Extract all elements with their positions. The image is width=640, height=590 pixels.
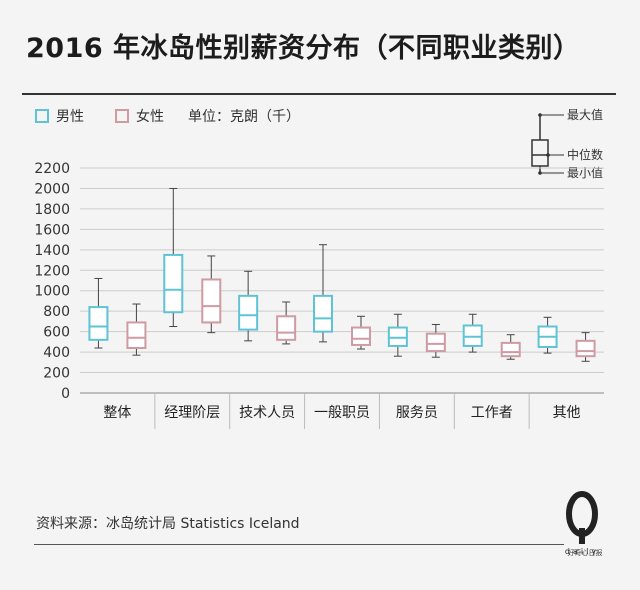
legend-swatch-male (35, 109, 49, 123)
legend-swatch-female (115, 109, 129, 123)
grid-layer (80, 167, 604, 394)
box-iqr (387, 326, 408, 347)
box-plot-item (351, 315, 371, 350)
x-category-label: 整体 (103, 405, 131, 421)
y-tick-label: 400 (43, 345, 70, 361)
box-plot-item (500, 334, 521, 360)
x-category-label: 工作者 (471, 405, 513, 421)
box-layer (88, 187, 596, 362)
x-category-label: 一般职员 (314, 405, 370, 421)
box-plot-item (201, 255, 222, 334)
y-tick-label: 1000 (34, 284, 70, 300)
footer-divider (34, 544, 564, 545)
y-tick-label: 1200 (34, 263, 70, 279)
key-box (531, 139, 549, 167)
x-category-label: 服务员 (396, 405, 438, 421)
key-median-label: 中位数 (567, 147, 603, 162)
key-max-label: 最大值 (567, 107, 603, 122)
box-plot-item (537, 316, 558, 354)
qdaily-logo: daily (565, 491, 599, 556)
y-tick-label: 1600 (34, 222, 70, 238)
y-tick-label: 800 (43, 304, 70, 320)
box-iqr (88, 306, 109, 341)
box-iqr (201, 278, 222, 324)
box-iqr (238, 294, 259, 331)
y-tick-label: 600 (43, 325, 70, 341)
box-iqr (425, 332, 446, 353)
y-tick-label: 2200 (34, 161, 70, 177)
box-iqr (276, 315, 297, 341)
x-category-label: 其他 (553, 405, 581, 421)
box-iqr (163, 253, 184, 314)
box-plot-item (276, 301, 297, 345)
x-category-label: 经理阶层 (164, 405, 220, 421)
y-axis-ticks: 0 200 400 600 800 1000 1200 1400 1600 1800 2000 220… (34, 161, 70, 402)
legend: 男性 女性 单位：克朗（千） (35, 108, 300, 125)
box-plot-item (88, 277, 109, 349)
x-axis-categories: 整体 经理阶层 技术人员 一般职员 服务员 工作者 其他 (103, 405, 580, 421)
key-min-label: 最小值 (567, 165, 603, 180)
y-tick-label: 0 (61, 386, 70, 402)
unit-label: 单位：克朗（千） (188, 109, 300, 125)
x-category-label: 技术人员 (239, 405, 295, 421)
x-axis-separators (154, 393, 530, 429)
box-plot-item (163, 187, 184, 328)
y-tick-label: 200 (43, 366, 70, 382)
page-title: 2016 年冰岛性别薪资分布（不同职业类别） (26, 33, 581, 64)
legend-label-male: 男性 (56, 109, 84, 125)
box-plot-item (575, 332, 596, 362)
box-plot-item (462, 313, 483, 353)
y-tick-label: 2000 (34, 181, 70, 197)
box-iqr (351, 326, 371, 346)
box-iqr (500, 341, 521, 358)
brand-name: 好奇心日报 (567, 549, 603, 557)
key-min-dot (538, 171, 542, 175)
box-iqr (313, 294, 333, 333)
box-iqr (462, 324, 483, 347)
box-iqr (575, 339, 596, 358)
box-plot-item (425, 323, 446, 358)
box-plot-item (313, 244, 333, 343)
title-divider (22, 93, 616, 95)
source-note: 资料来源：冰岛统计局 Statistics Iceland (36, 516, 300, 532)
box-iqr (126, 321, 147, 350)
key-median-dot (546, 153, 550, 157)
box-plot-item (238, 270, 259, 342)
boxplot-key: 最大值 中位数 最小值 (531, 107, 603, 180)
y-tick-label: 1400 (34, 243, 70, 259)
box-plot-item (387, 313, 408, 357)
logo-wordmark: daily (565, 547, 599, 556)
key-max-dot (538, 113, 542, 117)
y-tick-label: 1800 (34, 202, 70, 218)
box-plot-item (126, 303, 147, 356)
legend-label-female: 女性 (136, 108, 164, 125)
